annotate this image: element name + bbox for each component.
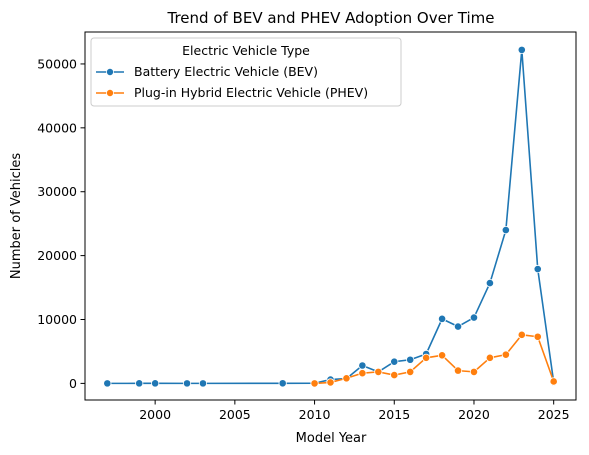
- data-point: [437, 314, 447, 323]
- data-point: [151, 379, 160, 388]
- series-phev: [310, 330, 558, 388]
- data-point: [501, 350, 510, 359]
- legend-phev-marker: [106, 89, 115, 98]
- legend-phev-label: Plug-in Hybrid Electric Vehicle (PHEV): [134, 85, 368, 100]
- data-point: [453, 322, 463, 331]
- data-point: [437, 351, 447, 360]
- series-line: [314, 334, 555, 385]
- x-tick-label: 2010: [299, 407, 331, 422]
- x-tick-label: 2020: [458, 407, 490, 422]
- data-point: [103, 379, 112, 388]
- data-point: [406, 367, 415, 376]
- data-point: [342, 374, 351, 383]
- data-point: [390, 357, 399, 366]
- data-point: [533, 264, 542, 274]
- x-tick-label: 2025: [538, 407, 570, 422]
- data-point: [182, 379, 192, 388]
- plot-frame: [84, 31, 577, 401]
- data-point: [453, 366, 463, 375]
- legend-box: [90, 37, 402, 107]
- data-point: [469, 313, 479, 322]
- data-point: [358, 369, 367, 378]
- chart-title: Trend of BEV and PHEV Adoption Over Time: [167, 9, 495, 27]
- legend-bev-marker: [106, 68, 115, 77]
- series-layer: [103, 45, 558, 388]
- x-tick-label: 2000: [139, 407, 171, 422]
- y-tick-label: 10000: [37, 312, 77, 327]
- data-point: [198, 379, 208, 388]
- legend: Electric Vehicle Type Battery Electric V…: [90, 37, 402, 107]
- y-tick-label: 30000: [37, 184, 77, 199]
- data-point: [135, 379, 144, 388]
- x-axis-ticks: 2000 2005 2010 2015 2020 2025: [139, 400, 570, 422]
- data-point: [517, 330, 526, 339]
- data-point: [501, 225, 510, 235]
- y-axis-ticks: 0 10000 20000 30000 40000 50000: [37, 56, 85, 391]
- legend-bev-label: Battery Electric Vehicle (BEV): [134, 64, 318, 79]
- data-point: [390, 370, 399, 380]
- data-point: [517, 45, 526, 54]
- data-point: [310, 379, 319, 388]
- y-tick-label: 20000: [37, 248, 77, 263]
- data-point: [549, 377, 558, 386]
- x-tick-label: 2005: [219, 407, 251, 422]
- x-axis-label: Model Year: [296, 431, 367, 446]
- legend-title: Electric Vehicle Type: [182, 43, 310, 58]
- y-tick-label: 0: [69, 376, 77, 391]
- data-point: [422, 353, 431, 362]
- data-point: [469, 367, 479, 376]
- y-tick-label: 40000: [37, 120, 77, 135]
- data-point: [278, 379, 287, 388]
- y-axis-label: Number of Vehicles: [9, 153, 24, 280]
- data-point: [406, 355, 415, 364]
- data-point: [485, 353, 495, 362]
- data-point: [485, 278, 495, 288]
- y-tick-label: 50000: [37, 56, 77, 71]
- series-line: [107, 49, 555, 385]
- data-point: [358, 361, 367, 370]
- data-point: [326, 378, 335, 387]
- data-point: [374, 367, 383, 376]
- data-point: [533, 332, 542, 341]
- x-tick-label: 2015: [378, 407, 410, 422]
